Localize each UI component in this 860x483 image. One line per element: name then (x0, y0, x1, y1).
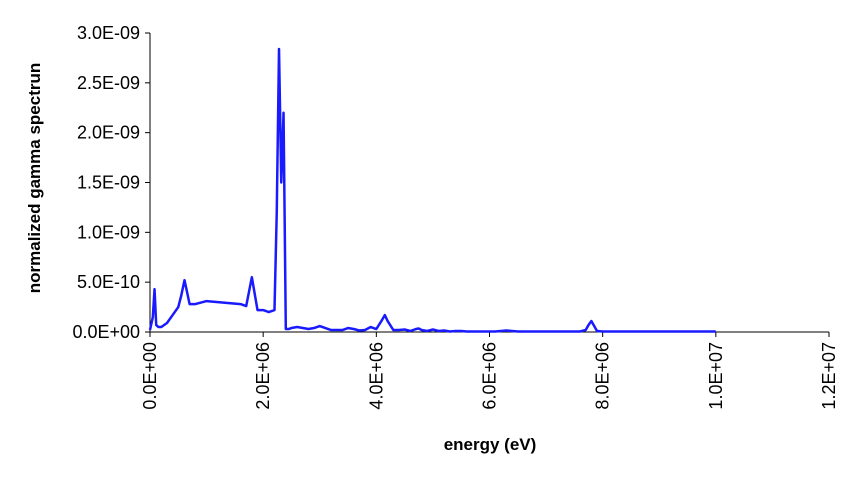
x-tick-label: 2.0E+06 (253, 342, 273, 410)
y-tick-label: 3.0E-09 (77, 23, 140, 43)
x-tick-label: 4.0E+06 (366, 342, 386, 410)
x-tick-label: 1.2E+07 (819, 342, 839, 410)
y-tick-label: 2.0E-09 (77, 123, 140, 143)
y-tick-label: 0.0E+00 (72, 322, 140, 342)
x-tick-label: 0.0E+00 (140, 342, 160, 410)
x-axis-title: energy (eV) (444, 435, 537, 454)
y-axis-title: normalized gamma spectrun (25, 63, 44, 294)
x-tick-label: 1.0E+07 (706, 342, 726, 410)
series-line (148, 47, 716, 333)
series-group (148, 47, 716, 333)
y-tick-label: 5.0E-10 (77, 272, 140, 292)
x-tick-label: 8.0E+06 (593, 342, 613, 410)
x-ticks: 0.0E+00 2.0E+06 4.0E+06 6.0E+06 8.0E+06 1.0E+… (140, 332, 839, 410)
y-tick-label: 1.0E-09 (77, 222, 140, 242)
y-ticks: 0.0E+00 5.0E-10 1.0E-09 1.5E-09 2.0E-09 2.5E-… (72, 23, 150, 342)
x-tick-label: 6.0E+06 (480, 342, 500, 410)
y-tick-label: 2.5E-09 (77, 73, 140, 93)
y-tick-label: 1.5E-09 (77, 173, 140, 193)
